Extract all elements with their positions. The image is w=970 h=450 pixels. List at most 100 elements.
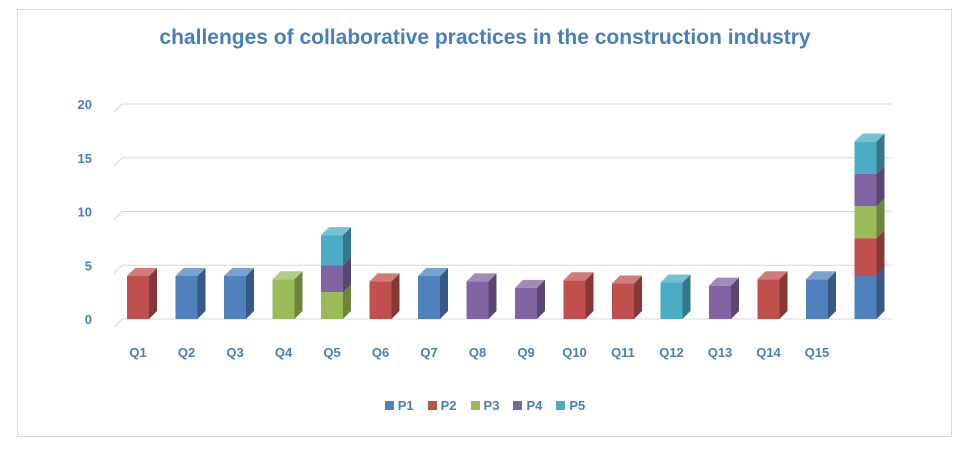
x-tick-label: Q14 — [756, 345, 781, 360]
bar-top — [757, 271, 788, 280]
legend-item: P3 — [470, 398, 500, 413]
bar-face — [612, 283, 634, 319]
x-tick-label: Q5 — [323, 345, 340, 360]
legend-item: P5 — [556, 398, 585, 413]
legend-item: P2 — [427, 398, 457, 413]
bar-side — [149, 268, 157, 319]
bar-side — [294, 271, 303, 319]
bar-face — [660, 282, 683, 319]
legend-swatch — [427, 401, 437, 410]
bar-segment — [660, 274, 691, 319]
bar-side — [440, 268, 448, 319]
bar-face — [175, 276, 198, 319]
x-tick-label: Q8 — [469, 345, 486, 360]
bar-face — [854, 206, 877, 239]
x-tick-label: Q6 — [372, 345, 389, 360]
bar-top — [854, 133, 885, 142]
x-tick-label: Q9 — [517, 345, 534, 360]
bar-face — [321, 235, 343, 266]
chart-frame — [17, 9, 952, 437]
bar-segment — [369, 273, 400, 319]
bar-segment — [854, 133, 885, 174]
bar-segment — [224, 268, 254, 319]
legend-item: P4 — [513, 398, 542, 413]
bar-face — [757, 279, 780, 319]
x-tick-label: Q1 — [129, 345, 146, 360]
bar-face — [321, 265, 343, 293]
bar-top — [369, 273, 400, 282]
legend-label: P5 — [569, 398, 586, 413]
bar-side — [876, 133, 885, 174]
bar-top — [175, 268, 206, 276]
bar-segment — [757, 271, 788, 319]
y-tick-label: 10 — [78, 205, 92, 220]
bar-segment — [321, 227, 351, 266]
bar-side — [197, 268, 206, 319]
bar-top — [321, 227, 351, 236]
legend-label: P3 — [483, 398, 500, 413]
gridline-depth — [113, 211, 123, 220]
x-tick-label: Q4 — [275, 345, 293, 360]
bar-side — [246, 268, 254, 319]
bar-side — [876, 165, 885, 207]
bar-face — [224, 276, 246, 319]
bar-face — [321, 292, 343, 319]
bar-side — [343, 227, 351, 266]
bar-top — [127, 268, 157, 276]
bar-side — [682, 274, 691, 319]
y-tick-label: 20 — [78, 97, 92, 112]
gridline-depth — [113, 264, 123, 274]
bar-face — [563, 280, 586, 319]
bar-segment — [515, 279, 545, 319]
gridline-depth — [113, 318, 123, 328]
bar-top — [272, 271, 303, 280]
bar-face — [272, 279, 295, 319]
bar-side — [634, 275, 642, 319]
bar-top — [660, 274, 691, 283]
bar-segment — [709, 277, 739, 319]
bar-face — [806, 279, 828, 319]
bar-side — [343, 284, 351, 319]
y-tick-label: 0 — [85, 312, 92, 327]
bar-segment — [127, 268, 157, 319]
bar-side — [585, 272, 594, 319]
legend-swatch — [556, 401, 566, 410]
bar-segment — [418, 268, 448, 319]
legend-swatch — [513, 401, 523, 410]
legend-label: P1 — [397, 398, 414, 413]
bar-top — [709, 277, 739, 286]
bar-top — [224, 268, 254, 276]
bar-face — [418, 276, 440, 319]
bar-face — [854, 238, 877, 276]
x-tick-label: Q3 — [226, 345, 243, 360]
bar-side — [828, 271, 836, 319]
bar-face — [854, 276, 877, 319]
chart-title: challenges of collaborative practices in… — [159, 26, 811, 49]
bar-top — [466, 273, 497, 282]
bar-top — [563, 272, 594, 281]
x-tick-label: Q7 — [420, 345, 437, 360]
x-tick-label: Q13 — [708, 345, 733, 360]
bar-side — [731, 277, 739, 319]
bar-top — [806, 271, 836, 280]
y-tick-label: 5 — [85, 258, 92, 273]
bar-side — [488, 273, 497, 319]
bar-top — [515, 279, 545, 288]
bar-segment — [612, 275, 642, 319]
bar-side — [537, 279, 545, 319]
legend-label: P4 — [526, 398, 543, 413]
gridline-depth — [113, 103, 123, 113]
bar-segment — [563, 272, 594, 319]
bar-side — [876, 230, 885, 276]
x-tick-label: Q10 — [562, 345, 587, 360]
bar-face — [127, 276, 149, 319]
legend-swatch — [470, 401, 480, 410]
bar-face — [854, 173, 877, 207]
bar-face — [709, 285, 731, 319]
legend-item: P1 — [384, 398, 414, 413]
bar-segment — [466, 273, 497, 319]
legend-label: P2 — [440, 398, 457, 413]
x-tick-label: Q12 — [659, 345, 684, 360]
bar-side — [876, 198, 885, 239]
